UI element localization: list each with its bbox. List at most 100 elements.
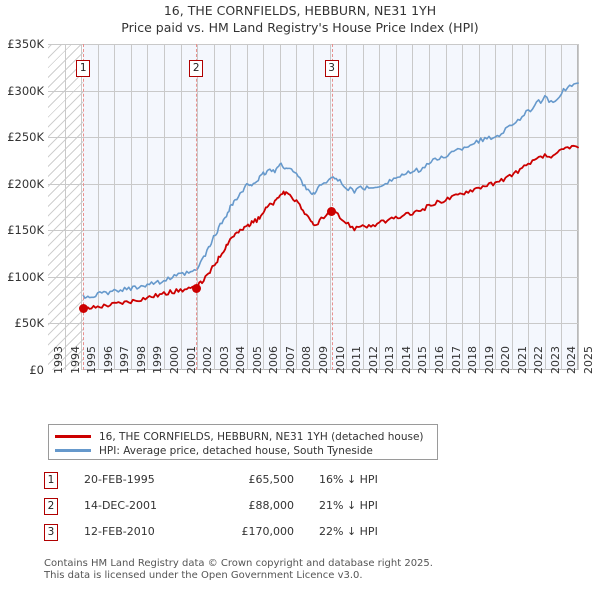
transaction-hpi-delta: 22% ↓ HPI <box>319 525 378 538</box>
x-tick-label: 2002 <box>201 346 215 374</box>
x-tick-label: 2023 <box>548 346 562 374</box>
transaction-price: £170,000 <box>241 525 295 538</box>
legend-label-property: 16, THE CORNFIELDS, HEBBURN, NE31 1YH (d… <box>99 430 424 443</box>
sale-event-badge[interactable]: 2 <box>189 60 204 77</box>
page-title: 16, THE CORNFIELDS, HEBBURN, NE31 1YH <box>163 3 437 18</box>
x-tick-label: 2018 <box>466 346 480 374</box>
gridline-vertical <box>296 44 298 370</box>
gridline-vertical <box>197 44 199 370</box>
sale-event-dot[interactable] <box>78 304 88 314</box>
chart-legend: 16, THE CORNFIELDS, HEBBURN, NE31 1YH (d… <box>48 424 438 460</box>
gridline-vertical <box>263 44 265 370</box>
row-badge: 2 <box>44 498 58 515</box>
gridline-vertical <box>544 44 546 370</box>
x-tick-label: 2014 <box>399 346 413 374</box>
gridline-vertical <box>213 44 215 370</box>
gridline-vertical <box>64 44 66 370</box>
transaction-hpi-delta: 21% ↓ HPI <box>319 499 378 512</box>
transaction-price: £65,500 <box>248 473 295 486</box>
transaction-date: 12-FEB-2010 <box>84 525 155 538</box>
gridline-vertical <box>147 44 149 370</box>
x-tick-label: 2001 <box>184 346 198 374</box>
table-row[interactable]: 2 14-DEC-2001 £88,000 21% ↓ HPI <box>44 496 464 522</box>
y-tick-label: £300K <box>7 83 44 98</box>
gridline-vertical <box>81 44 83 370</box>
gridline-vertical <box>578 44 579 370</box>
legend-item-hpi: HPI: Average price, detached house, Sout… <box>55 444 431 457</box>
x-tick-label: 2011 <box>350 346 364 374</box>
no-data-hatch-region <box>48 44 84 370</box>
sale-event-line <box>196 44 198 370</box>
y-tick-label: £50K <box>14 316 45 331</box>
gridline-vertical <box>362 44 364 370</box>
sale-event-dot[interactable] <box>327 207 337 217</box>
gridline-vertical <box>130 44 132 370</box>
legend-swatch-property <box>55 435 91 438</box>
x-tick-label: 2020 <box>499 346 513 374</box>
x-tick-label: 2019 <box>482 346 496 374</box>
x-tick-label: 2021 <box>515 346 529 374</box>
x-tick-label: 2008 <box>300 346 314 374</box>
gridline-vertical <box>495 44 497 370</box>
transaction-price: £88,000 <box>248 499 295 512</box>
x-tick-label: 2022 <box>532 346 546 374</box>
sale-event-line <box>83 44 85 370</box>
gridline-vertical <box>478 44 480 370</box>
gridline-vertical <box>395 44 397 370</box>
sale-event-dot[interactable] <box>191 283 201 293</box>
sale-event-badge[interactable]: 3 <box>324 60 339 77</box>
x-tick-label: 2004 <box>234 346 248 374</box>
footer-line-1: Contains HM Land Registry data © Crown c… <box>44 558 433 569</box>
chart-title-block: 16, THE CORNFIELDS, HEBBURN, NE31 1YH Pr… <box>0 2 600 36</box>
gridline-vertical <box>180 44 182 370</box>
gridline-vertical <box>246 44 248 370</box>
x-tick-label: 2006 <box>267 346 281 374</box>
legend-label-hpi: HPI: Average price, detached house, Sout… <box>99 444 373 457</box>
x-tick-label: 2010 <box>333 346 347 374</box>
x-tick-label: 2000 <box>167 346 181 374</box>
gridline-vertical <box>528 44 530 370</box>
gridline-vertical <box>445 44 447 370</box>
table-row[interactable]: 1 20-FEB-1995 £65,500 16% ↓ HPI <box>44 470 464 496</box>
table-row[interactable]: 3 12-FEB-2010 £170,000 22% ↓ HPI <box>44 522 464 548</box>
transactions-table: 1 20-FEB-1995 £65,500 16% ↓ HPI 2 14-DEC-2001… <box>44 470 464 548</box>
x-tick-label: 2005 <box>250 346 264 374</box>
row-badge: 3 <box>44 524 58 541</box>
page-subtitle: Price paid vs. HM Land Registry's House … <box>121 20 479 35</box>
x-tick-label: 1993 <box>52 346 65 374</box>
y-tick-label: £250K <box>7 130 44 145</box>
gridline-vertical <box>462 44 464 370</box>
gridline-vertical <box>346 44 348 370</box>
gridline-vertical <box>329 44 331 370</box>
gridline-vertical <box>561 44 563 370</box>
x-tick-label: 1994 <box>68 346 82 374</box>
x-tick-label: 2009 <box>317 346 330 374</box>
x-tick-label: 2015 <box>416 346 430 374</box>
x-tick-label: 2013 <box>383 346 397 374</box>
gridline-vertical <box>313 44 314 370</box>
transaction-date: 14-DEC-2001 <box>84 499 158 512</box>
footer-line-2: This data is licensed under the Open Gov… <box>44 570 363 581</box>
x-tick-label: 2012 <box>366 346 380 374</box>
x-tick-label: 2017 <box>449 346 463 374</box>
transaction-date: 20-FEB-1995 <box>84 473 155 486</box>
x-tick-label: 2016 <box>432 346 446 374</box>
gridline-vertical <box>379 44 381 370</box>
sale-event-line <box>331 44 333 370</box>
sale-event-badge[interactable]: 1 <box>76 60 91 77</box>
hpi-line <box>82 82 579 299</box>
x-tick-label: 1996 <box>101 346 115 374</box>
x-tick-label: 2024 <box>565 346 579 374</box>
x-tick-label: 1997 <box>118 346 132 374</box>
y-tick-label: £0 <box>29 363 44 377</box>
y-tick-label: £350K <box>7 37 44 51</box>
x-tick-label: 1998 <box>134 346 148 374</box>
plot-area: 1 2 3 <box>48 44 579 370</box>
gridline-vertical <box>412 44 414 370</box>
gridline-vertical <box>428 44 430 370</box>
x-tick-label: 2003 <box>217 346 231 374</box>
y-tick-label: £100K <box>7 269 44 284</box>
x-tick-label: 2007 <box>283 346 297 374</box>
gridline-vertical <box>97 44 99 370</box>
